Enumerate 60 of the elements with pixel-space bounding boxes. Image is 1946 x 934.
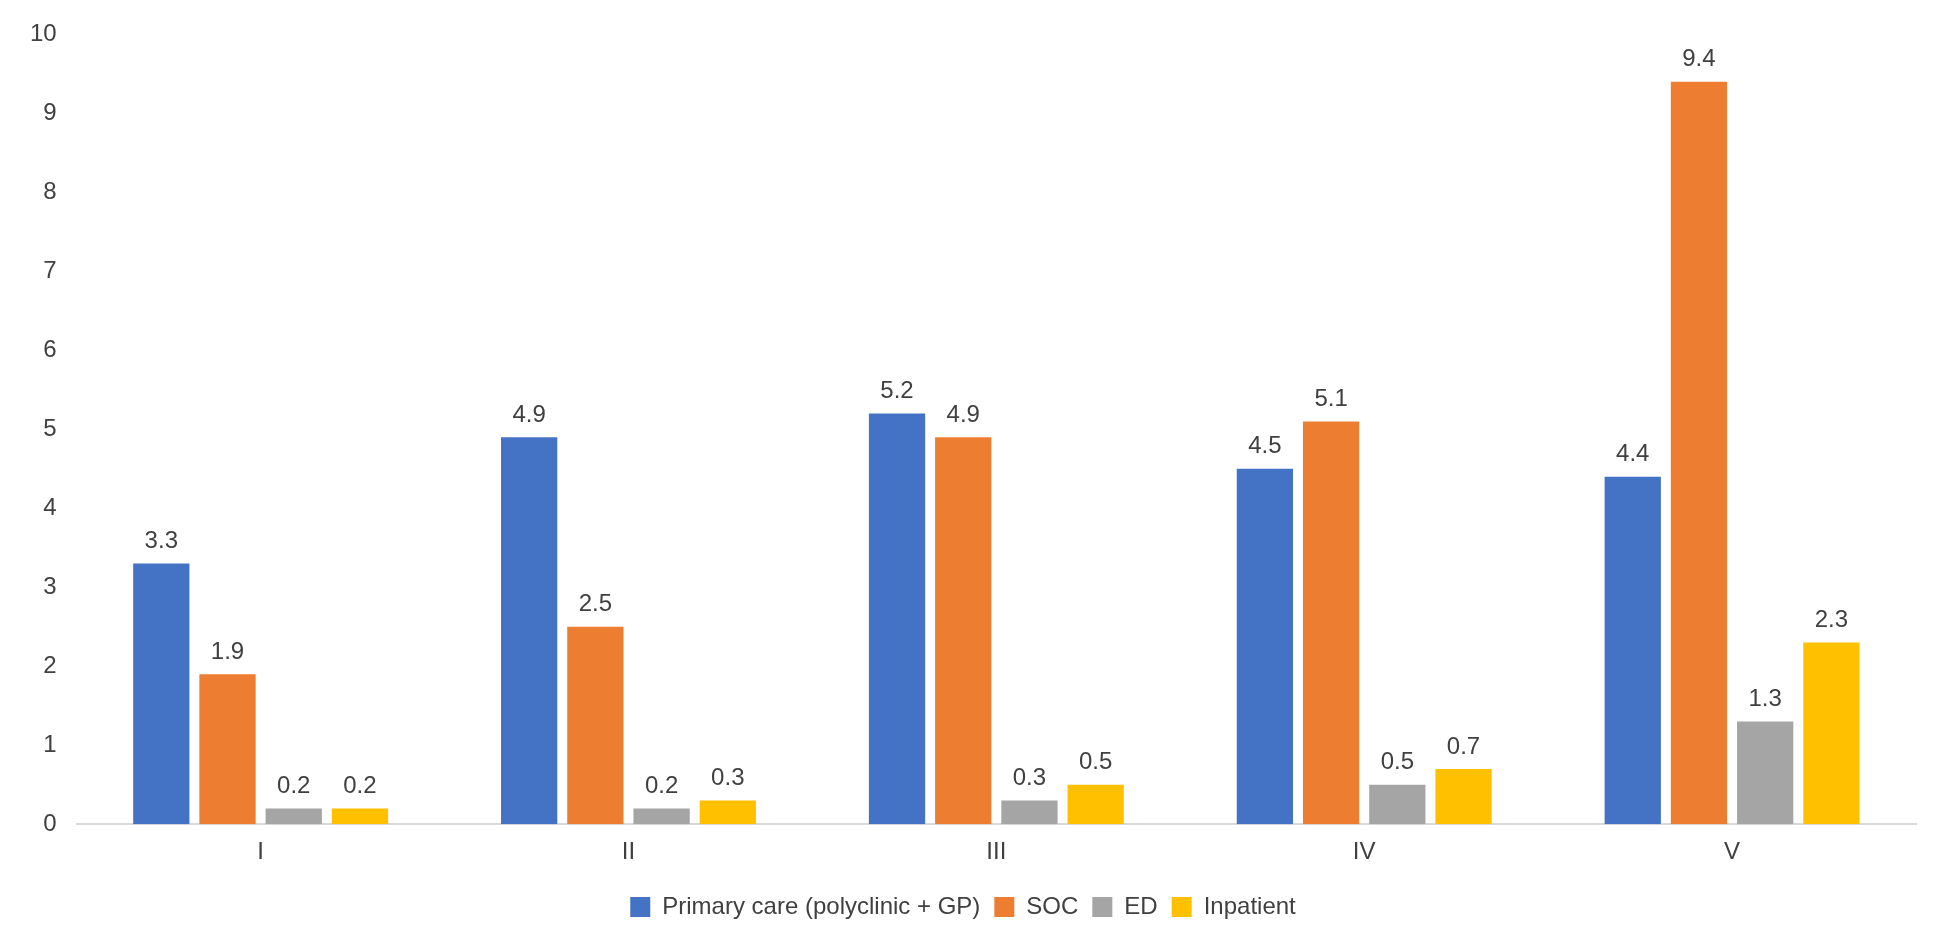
- bar: [699, 800, 756, 825]
- bar: [935, 437, 992, 825]
- y-tick-label: 10: [29, 19, 57, 47]
- y-tick-label: 5: [43, 413, 57, 441]
- data-label: 0.5: [1078, 747, 1113, 775]
- data-label: 4.4: [1616, 439, 1650, 467]
- y-tick-label: 8: [43, 176, 57, 204]
- bar: [868, 413, 926, 825]
- legend-label: Primary care (polyclinic + GP): [662, 891, 981, 919]
- data-label: 0.3: [711, 763, 745, 791]
- y-tick-label: 6: [43, 334, 57, 362]
- bar: [1604, 476, 1661, 825]
- bar: [1435, 768, 1492, 825]
- x-tick-label: IV: [1352, 837, 1376, 865]
- bar: [1803, 642, 1860, 825]
- data-label: 0.2: [644, 771, 679, 799]
- data-label: 0.2: [277, 771, 311, 799]
- y-tick-label: 1: [43, 729, 57, 757]
- bar: [567, 626, 624, 825]
- data-label: 2.3: [1814, 605, 1849, 633]
- data-label: 4.9: [946, 399, 980, 427]
- y-tick-label: 7: [43, 255, 57, 283]
- y-tick-label: 0: [43, 808, 57, 836]
- data-label: 1.9: [210, 636, 245, 664]
- data-label: 9.4: [1682, 44, 1716, 72]
- data-label: 2.5: [578, 589, 613, 617]
- bar: [1737, 721, 1794, 825]
- legend-label: SOC: [1026, 891, 1079, 919]
- legend-label: ED: [1124, 891, 1158, 919]
- bar: [501, 437, 558, 825]
- x-tick-label: I: [257, 837, 264, 865]
- data-label: 5.2: [880, 376, 914, 404]
- x-tick-label: III: [986, 837, 1007, 865]
- data-label: 0.3: [1012, 763, 1047, 791]
- data-label: 3.3: [144, 526, 178, 554]
- bar: [1369, 784, 1426, 825]
- data-label: 4.5: [1248, 431, 1282, 459]
- bar: [633, 808, 690, 825]
- y-tick-label: 4: [43, 492, 57, 520]
- bar: [133, 563, 190, 825]
- data-label: 4.9: [512, 399, 546, 427]
- bar: [1067, 784, 1124, 825]
- legend-label: Inpatient: [1203, 891, 1297, 919]
- bar: [265, 808, 322, 825]
- data-label: 0.5: [1380, 747, 1414, 775]
- bar: [1236, 468, 1294, 825]
- bar: [331, 808, 389, 825]
- y-tick-label: 2: [43, 650, 57, 678]
- data-label: 0.7: [1446, 731, 1481, 759]
- data-label: 5.1: [1314, 384, 1348, 412]
- data-label: 0.2: [343, 771, 377, 799]
- bar: [1670, 81, 1728, 825]
- x-tick-label: V: [1724, 837, 1741, 865]
- bar: [1001, 800, 1058, 825]
- y-tick-label: 3: [43, 571, 57, 599]
- x-tick-label: II: [621, 837, 636, 865]
- bar: [1302, 421, 1360, 825]
- y-tick-label: 9: [43, 98, 57, 125]
- bar: [199, 674, 256, 825]
- data-label: 1.3: [1748, 684, 1782, 712]
